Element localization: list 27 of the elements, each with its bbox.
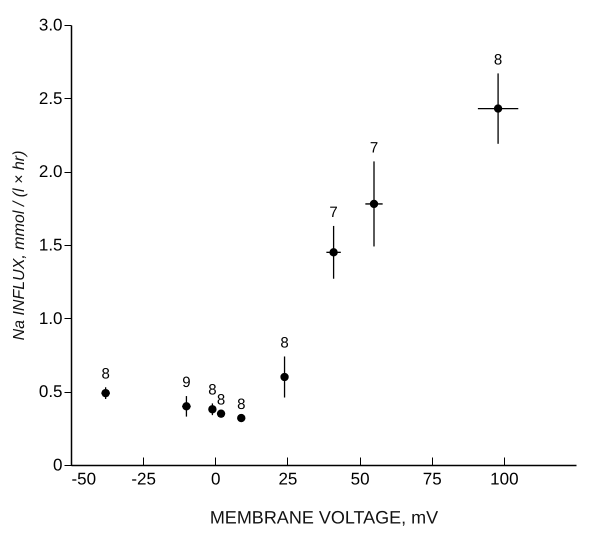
y-tick-label: 2.5 <box>38 88 62 108</box>
point <box>237 414 246 422</box>
x-tick-label: -25 <box>131 470 156 488</box>
x-axis-title: MEMBRANE VOLTAGE, mV <box>210 508 438 528</box>
annotation: 7 <box>329 204 338 221</box>
y-tick-label: 0.5 <box>38 382 62 402</box>
x-tick-label: 25 <box>278 470 298 488</box>
annotation: 9 <box>182 374 191 392</box>
point <box>216 409 226 418</box>
annotation: 7 <box>370 139 378 156</box>
y-tick-label: 3.0 <box>38 16 62 34</box>
annotation: 8 <box>494 51 502 68</box>
y-tick-label: 1.0 <box>38 308 62 328</box>
annotation: 8 <box>280 334 289 352</box>
y-axis-title: Na INFLUX, mmol / (l × hr) <box>10 150 28 340</box>
annotation: 8 <box>216 392 226 409</box>
x-tick-label: -50 <box>72 470 96 488</box>
y-tick-label: 0 <box>53 456 62 474</box>
y-tick-label: 1.5 <box>38 236 62 254</box>
y-tick-label: 2.0 <box>38 162 62 182</box>
x-tick-label: 0 <box>211 470 221 488</box>
x-tick-label: 50 <box>350 470 370 488</box>
x-tick-label: 100 <box>490 470 519 488</box>
annotation: 8 <box>101 365 110 382</box>
annotation: 8 <box>208 381 217 398</box>
x-tick-label: 75 <box>422 470 442 488</box>
annotation: 8 <box>237 396 246 414</box>
